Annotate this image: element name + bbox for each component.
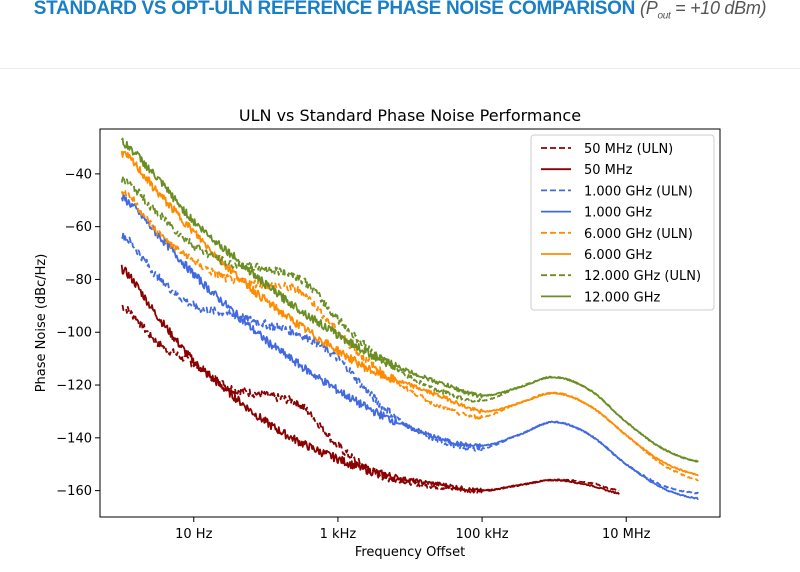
series-line-50-mhz-uln — [121, 304, 620, 494]
y-axis: −40 −60 −80 −100 −120 −140 −160 — [56, 167, 100, 499]
series-line-50-mhz — [120, 264, 620, 495]
legend-label-1-000-ghz-uln: 1.000 GHz (ULN) — [584, 184, 693, 199]
x-tick-label: 10 MHz — [602, 527, 651, 542]
series-line-6-000-ghz — [120, 150, 699, 477]
legend-label-12-000-ghz-uln: 12.000 GHz (ULN) — [584, 269, 701, 284]
plot-frame — [99, 128, 721, 518]
legend-label-12-000-ghz: 12.000 GHz — [584, 290, 660, 305]
legend-label-6-000-ghz-uln: 6.000 GHz (ULN) — [584, 227, 693, 242]
plot-lines — [120, 137, 699, 500]
y-tick-label: −40 — [65, 167, 92, 182]
y-tick-label: −100 — [56, 326, 92, 341]
y-tick-label: −160 — [56, 484, 92, 499]
page-heading: STANDARD VS OPT-ULN REFERENCE PHASE NOIS… — [0, 0, 800, 29]
x-tick-label: 10 Hz — [175, 527, 212, 542]
legend-label-50-mhz: 50 MHz — [584, 163, 633, 178]
x-axis-label: Frequency Offset — [355, 545, 465, 560]
x-tick-label: 100 kHz — [456, 527, 509, 542]
y-axis-label: Phase Noise (dBc/Hz) — [34, 254, 49, 393]
chart-title: ULN vs Standard Phase Noise Performance — [239, 106, 581, 125]
header-divider — [0, 68, 800, 69]
y-tick-label: −120 — [56, 379, 92, 394]
x-tick-label: 1 kHz — [320, 527, 357, 542]
series-line-6-000-ghz-uln — [120, 189, 699, 482]
y-tick-label: −60 — [65, 220, 92, 235]
legend: 50 MHz (ULN) 50 MHz 1.000 GHz (ULN) 1.000 G… — [530, 134, 715, 311]
legend-label-6-000-ghz: 6.000 GHz — [584, 248, 652, 263]
legend-frame — [530, 134, 715, 311]
power-condition-sub: out — [657, 10, 671, 22]
legend-label-50-mhz-uln: 50 MHz (ULN) — [584, 142, 673, 157]
page-heading-text: STANDARD VS OPT-ULN REFERENCE PHASE NOIS… — [33, 0, 636, 19]
series-line-1-000-ghz-uln — [121, 231, 699, 495]
series-line-12-000-ghz — [120, 137, 699, 463]
power-condition-prefix: (P — [640, 0, 658, 18]
y-tick-label: −140 — [56, 431, 92, 446]
y-tick-label: −80 — [65, 273, 92, 288]
series-line-1-000-ghz — [120, 193, 699, 500]
power-condition-suffix: = +10 dBm) — [670, 0, 767, 18]
legend-label-1-000-ghz: 1.000 GHz — [584, 206, 652, 221]
x-axis: 10 Hz 1 kHz 100 kHz 10 MHz — [175, 517, 651, 542]
power-condition: (Pout = +10 dBm) — [640, 0, 767, 22]
